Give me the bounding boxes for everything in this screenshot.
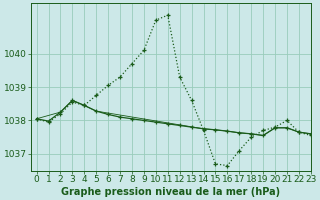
X-axis label: Graphe pression niveau de la mer (hPa): Graphe pression niveau de la mer (hPa) [61,187,280,197]
